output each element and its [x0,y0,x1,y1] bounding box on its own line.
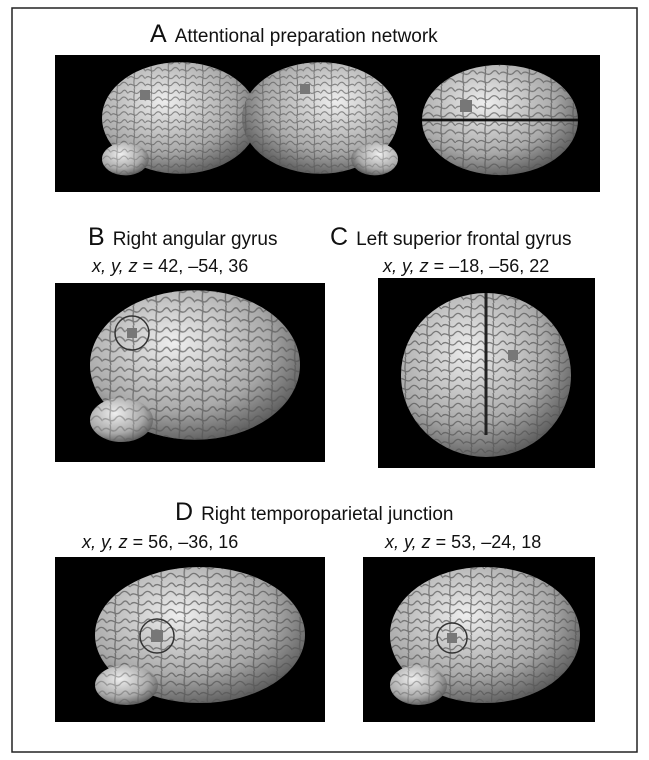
text: B [88,223,105,251]
text: A [150,20,167,48]
text: x, y, z [382,256,429,276]
panel-d-heading: D Right temporoparietal junction [175,498,453,526]
panel-b-heading: B Right angular gyrus [88,223,277,251]
panel-d-right-image [363,557,595,722]
text: C [330,223,348,251]
panel-b-coords: x, y, z= 42, –54, 36 [91,256,248,276]
panel-b-image [55,283,325,462]
text: x, y, z [81,532,128,552]
panel-d-coords-left: x, y, z= 56, –36, 16 [81,532,238,552]
panel-a-image [55,55,600,192]
text: = 53, –24, 18 [436,532,542,552]
panel-c-coords: x, y, z= –18, –56, 22 [382,256,549,276]
text: = 56, –36, 16 [133,532,239,552]
text: Attentional preparation network [175,26,438,47]
panel-d-coords-right: x, y, z= 53, –24, 18 [384,532,541,552]
text: Left superior frontal gyrus [356,229,571,250]
text: = 42, –54, 36 [143,256,249,276]
panel-c-heading: C Left superior frontal gyrus [330,223,572,251]
figure: A Attentional preparation network B Right … [0,0,649,760]
text: D [175,498,193,526]
panel-a-heading: A Attentional preparation network [150,20,438,48]
text: Right angular gyrus [113,229,278,250]
panel-d-left-image [55,557,325,722]
text: x, y, z [384,532,431,552]
text: x, y, z [91,256,138,276]
panel-c-image [378,278,595,468]
text: = –18, –56, 22 [434,256,550,276]
text: Right temporoparietal junction [201,504,453,525]
